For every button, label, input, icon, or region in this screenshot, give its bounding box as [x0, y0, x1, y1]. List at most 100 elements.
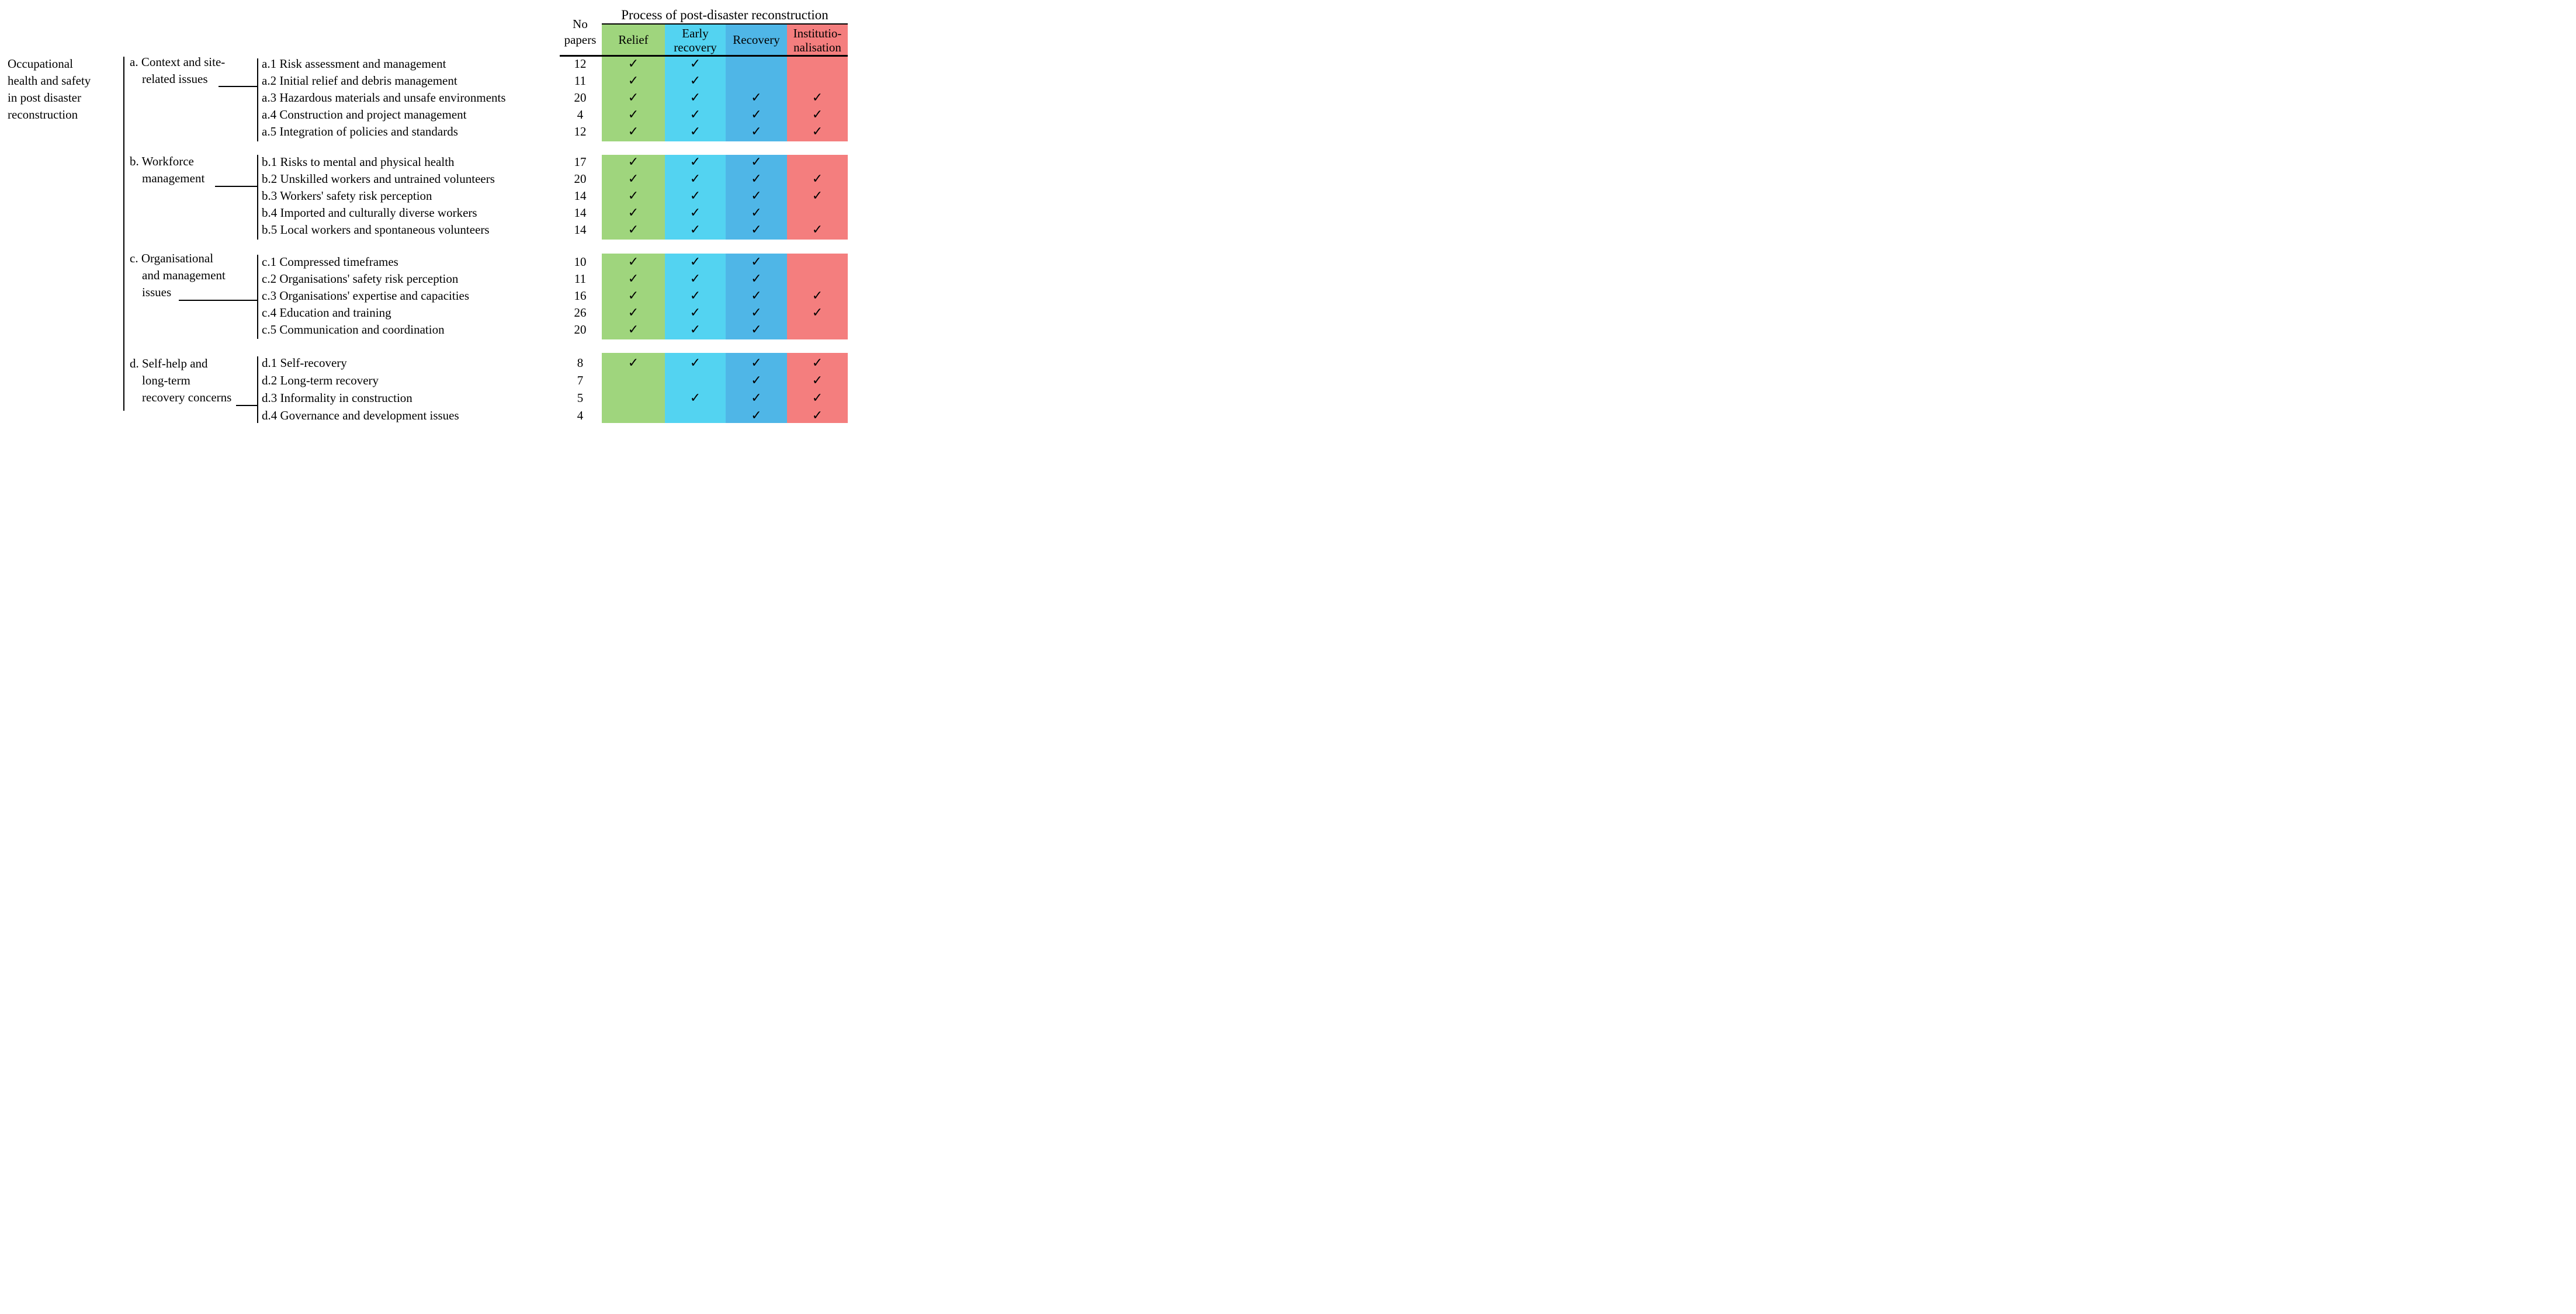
papers-count: 11	[574, 74, 587, 88]
papers-count: 11	[574, 272, 587, 286]
root-topic-line: in post disaster	[8, 91, 81, 105]
phase-column-institutionalisation-section-b	[787, 155, 848, 240]
subcategory-label: c.3 Organisations' expertise and capacit…	[262, 289, 470, 303]
check-icon: ✓	[689, 155, 701, 169]
figure-canvas: Occupational health and safety in post d…	[0, 0, 859, 441]
subcategory-label: c.1 Compressed timeframes	[262, 255, 398, 269]
papers-count: 20	[574, 172, 587, 186]
subcategory-label: a.4 Construction and project management	[262, 108, 467, 122]
phase-header-relief: Relief	[602, 33, 665, 47]
root-topic-line: reconstruction	[8, 108, 78, 122]
subcategory-label: c.4 Education and training	[262, 306, 391, 320]
root-topic-label: Occupational health and safety in post d…	[8, 56, 91, 123]
category-label-d: long-term	[142, 373, 190, 387]
check-icon: ✓	[812, 172, 823, 186]
phase-header-line: Relief	[618, 33, 649, 47]
subcategory-label: a.5 Integration of policies and standard…	[262, 124, 458, 138]
category-connector-line-a	[219, 86, 258, 87]
check-icon: ✓	[627, 356, 639, 370]
root-divider-line	[123, 57, 124, 411]
check-icon: ✓	[689, 306, 701, 320]
papers-count: 10	[574, 255, 587, 269]
category-bracket-line-b	[257, 155, 258, 240]
subcategory-label: d.4 Governance and development issues	[262, 408, 459, 422]
check-icon: ✓	[689, 323, 701, 337]
check-icon: ✓	[751, 408, 762, 423]
check-icon: ✓	[812, 289, 823, 303]
check-icon: ✓	[689, 172, 701, 186]
process-title: Process of post-disaster reconstruction	[621, 8, 828, 22]
category-label-c: c. Organisational	[130, 251, 214, 265]
check-icon: ✓	[689, 356, 701, 370]
phase-column-early-recovery-section-a	[665, 25, 726, 141]
papers-count: 17	[574, 155, 587, 169]
phase-column-institutionalisation-section-c	[787, 254, 848, 339]
check-icon: ✓	[627, 306, 639, 320]
category-label-d: d. Self-help and	[130, 356, 208, 370]
check-icon: ✓	[751, 189, 762, 203]
subcategory-label: b.2 Unskilled workers and untrained volu…	[262, 172, 495, 186]
phase-header-early-recovery: Early recovery	[665, 26, 726, 54]
no-papers-header: No papers	[559, 16, 601, 48]
check-icon: ✓	[812, 408, 823, 423]
check-icon: ✓	[689, 289, 701, 303]
phase-header-line: nalisation	[793, 40, 841, 54]
phase-header-line: Early	[682, 26, 709, 40]
check-icon: ✓	[689, 391, 701, 405]
papers-count: 5	[577, 391, 584, 405]
check-icon: ✓	[812, 391, 823, 405]
check-icon: ✓	[751, 373, 762, 388]
check-icon: ✓	[751, 91, 762, 105]
papers-count: 14	[574, 189, 587, 203]
check-icon: ✓	[751, 108, 762, 122]
subcategory-label: b.5 Local workers and spontaneous volunt…	[262, 223, 490, 237]
papers-count: 20	[574, 323, 587, 337]
check-icon: ✓	[689, 57, 701, 71]
check-icon: ✓	[689, 91, 701, 105]
subcategory-label: d.2 Long-term recovery	[262, 373, 379, 387]
subcategory-label: a.3 Hazardous materials and unsafe envir…	[262, 91, 506, 105]
subcategory-label: c.2 Organisations' safety risk perceptio…	[262, 272, 459, 286]
root-topic-line: health and safety	[8, 74, 91, 88]
check-icon: ✓	[627, 57, 639, 71]
phase-column-institutionalisation-section-d	[787, 353, 848, 423]
no-papers-line: No	[573, 17, 588, 31]
subcategory-label: b.4 Imported and culturally diverse work…	[262, 206, 477, 220]
papers-count: 4	[577, 108, 584, 122]
papers-count: 16	[574, 289, 587, 303]
check-icon: ✓	[751, 356, 762, 370]
check-icon: ✓	[812, 356, 823, 370]
check-icon: ✓	[751, 255, 762, 269]
check-icon: ✓	[812, 223, 823, 237]
check-icon: ✓	[689, 108, 701, 122]
phase-column-relief-section-d	[602, 353, 665, 423]
check-icon: ✓	[627, 255, 639, 269]
header-rule	[560, 55, 848, 57]
category-label-b: management	[142, 171, 205, 185]
phase-column-relief-section-b	[602, 155, 665, 240]
phase-column-early-recovery-section-b	[665, 155, 726, 240]
check-icon: ✓	[812, 306, 823, 320]
phase-column-early-recovery-section-d	[665, 353, 726, 423]
check-icon: ✓	[627, 289, 639, 303]
check-icon: ✓	[627, 124, 639, 139]
no-papers-line: papers	[564, 33, 597, 47]
check-icon: ✓	[627, 172, 639, 186]
category-label-b: b. Workforce	[130, 154, 194, 168]
check-icon: ✓	[751, 206, 762, 220]
phase-header-line: Recovery	[733, 33, 780, 47]
subcategory-label: a.2 Initial relief and debris management	[262, 74, 457, 88]
check-icon: ✓	[751, 272, 762, 286]
phase-column-early-recovery-section-c	[665, 254, 726, 339]
subcategory-label: d.1 Self-recovery	[262, 356, 347, 370]
papers-count: 4	[577, 408, 584, 422]
check-icon: ✓	[751, 172, 762, 186]
subcategory-label: b.1 Risks to mental and physical health	[262, 155, 455, 169]
category-connector-line-d	[236, 405, 258, 406]
check-icon: ✓	[689, 74, 701, 88]
check-icon: ✓	[627, 223, 639, 237]
check-icon: ✓	[751, 124, 762, 139]
process-title-underline	[602, 23, 848, 25]
check-icon: ✓	[751, 306, 762, 320]
check-icon: ✓	[689, 272, 701, 286]
